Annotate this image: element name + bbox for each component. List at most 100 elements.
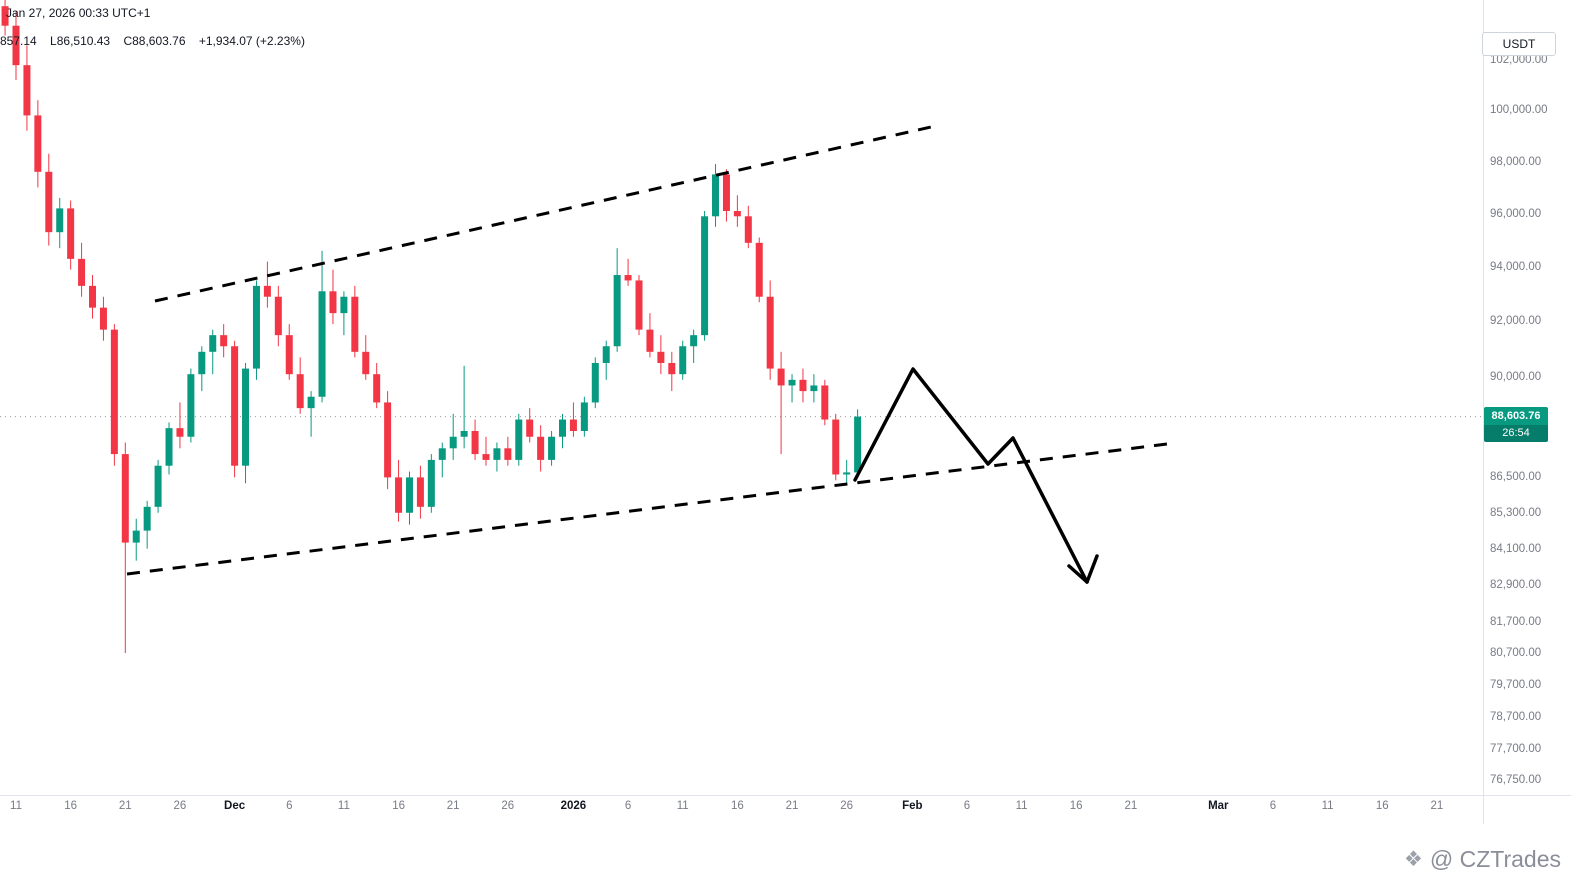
cztrades-logo-icon: ❖: [1404, 848, 1423, 871]
candle-body: [34, 115, 42, 172]
last-price-badge[interactable]: 88,603.76 26:54: [1484, 407, 1548, 442]
candle-body: [110, 329, 118, 455]
candle-body: [154, 465, 162, 507]
candle-body: [416, 477, 424, 507]
candle-body: [56, 208, 64, 233]
candle-body: [646, 329, 654, 352]
candle-body: [165, 428, 173, 466]
x-axis-label: 11: [1015, 800, 1028, 812]
candle-body: [89, 285, 97, 308]
candle-body: [99, 307, 107, 330]
candle-body: [449, 436, 457, 449]
candle-body: [220, 335, 228, 347]
candle-body: [384, 402, 392, 478]
x-axis-label: 21: [118, 800, 132, 812]
x-axis-label: 11: [10, 800, 22, 812]
ohlc-open-partial: 857.14: [0, 34, 37, 48]
candle-body: [405, 477, 413, 513]
candle-body: [340, 296, 348, 314]
candle-body: [854, 416, 862, 473]
x-axis-label: 11: [676, 800, 689, 812]
x-axis-label: 26: [173, 800, 187, 812]
candle-body: [12, 25, 20, 66]
candle-body: [285, 335, 293, 375]
candle-body: [602, 346, 610, 363]
ohlc-legend: 857.14 L86,510.43 C88,603.76 +1,934.07 (…: [0, 34, 315, 48]
projection-arrow[interactable]: [853, 367, 1089, 584]
y-axis-label: 84,100.00: [1490, 542, 1542, 555]
candle-body: [45, 171, 53, 233]
candle-body: [395, 477, 403, 513]
candle-body: [493, 448, 501, 460]
ohlc-low: L86,510.43: [50, 34, 111, 48]
candle-body: [668, 362, 676, 375]
y-axis-label: 78,700.00: [1490, 710, 1542, 723]
candle-body: [373, 374, 381, 403]
y-axis-label: 86,500.00: [1490, 471, 1542, 484]
x-axis-label: 6: [963, 800, 971, 812]
x-axis-label: 16: [1069, 800, 1083, 812]
ohlc-close: C88,603.76: [123, 34, 186, 48]
candle-body: [274, 296, 282, 336]
candle-body: [515, 419, 523, 460]
candle-body: [296, 374, 304, 409]
candle-body: [690, 335, 698, 347]
candle-body: [810, 385, 818, 392]
x-axis-label: 21: [1124, 800, 1138, 812]
candle-body: [132, 530, 140, 543]
candle-body: [832, 419, 840, 475]
candle-body: [121, 454, 129, 543]
y-axis-label: 94,000.00: [1490, 260, 1542, 273]
candle-body: [569, 419, 577, 432]
candle-body: [427, 459, 435, 507]
x-axis-label: 16: [64, 800, 78, 812]
candle-body: [209, 335, 217, 352]
y-axis-label: 76,750.00: [1490, 774, 1542, 787]
x-axis-label: 21: [785, 800, 799, 812]
candle-body: [242, 368, 250, 466]
y-axis-label: 80,700.00: [1490, 647, 1542, 660]
watermark-handle: @ CZTrades: [1429, 846, 1561, 872]
x-axis-label: 21: [446, 800, 460, 812]
projection-arrowhead: [1067, 564, 1089, 584]
candle-body: [613, 275, 621, 347]
candle-body: [198, 351, 206, 375]
projection-arrowhead: [1085, 554, 1099, 584]
y-axis-label: 98,000.00: [1490, 155, 1542, 168]
x-axis-label: Dec: [224, 800, 246, 812]
candle-body: [351, 296, 359, 352]
trendline-upper-rising-resistance[interactable]: [154, 123, 941, 303]
candle-body: [733, 211, 741, 217]
y-axis-label: 96,000.00: [1490, 207, 1542, 220]
y-axis-label: 92,000.00: [1490, 315, 1542, 328]
candle-body: [460, 431, 468, 437]
x-axis-label: 26: [840, 800, 854, 812]
price-axis[interactable]: [1483, 0, 1571, 795]
candle-body: [307, 396, 315, 409]
x-axis-label: 6: [1269, 800, 1277, 812]
candle-body: [679, 346, 687, 375]
x-axis-label: 6: [286, 800, 293, 812]
candle-body: [548, 436, 556, 460]
x-axis-label: 21: [1430, 800, 1444, 812]
candle-countdown: 26:54: [1484, 425, 1548, 442]
candle-body: [252, 285, 260, 369]
candle-body: [329, 291, 337, 314]
candle-body: [591, 362, 599, 403]
candle-body: [537, 436, 545, 460]
candle-body: [580, 402, 588, 432]
candle-body: [23, 65, 31, 116]
candle-body: [843, 472, 851, 475]
x-axis-label: 16: [392, 800, 405, 812]
x-axis-label: Feb: [902, 800, 923, 812]
candle-body: [701, 216, 709, 336]
currency-toggle-usdt[interactable]: USDT: [1482, 32, 1556, 56]
candle-body: [231, 346, 239, 466]
candle-body: [362, 351, 370, 375]
y-axis-label: 90,000.00: [1490, 371, 1542, 383]
y-axis-label: 100,000.00: [1490, 104, 1548, 117]
candle-body: [504, 448, 512, 460]
trendline-lower-rising-support[interactable]: [126, 441, 1176, 576]
x-axis-label: 11: [1321, 800, 1334, 812]
